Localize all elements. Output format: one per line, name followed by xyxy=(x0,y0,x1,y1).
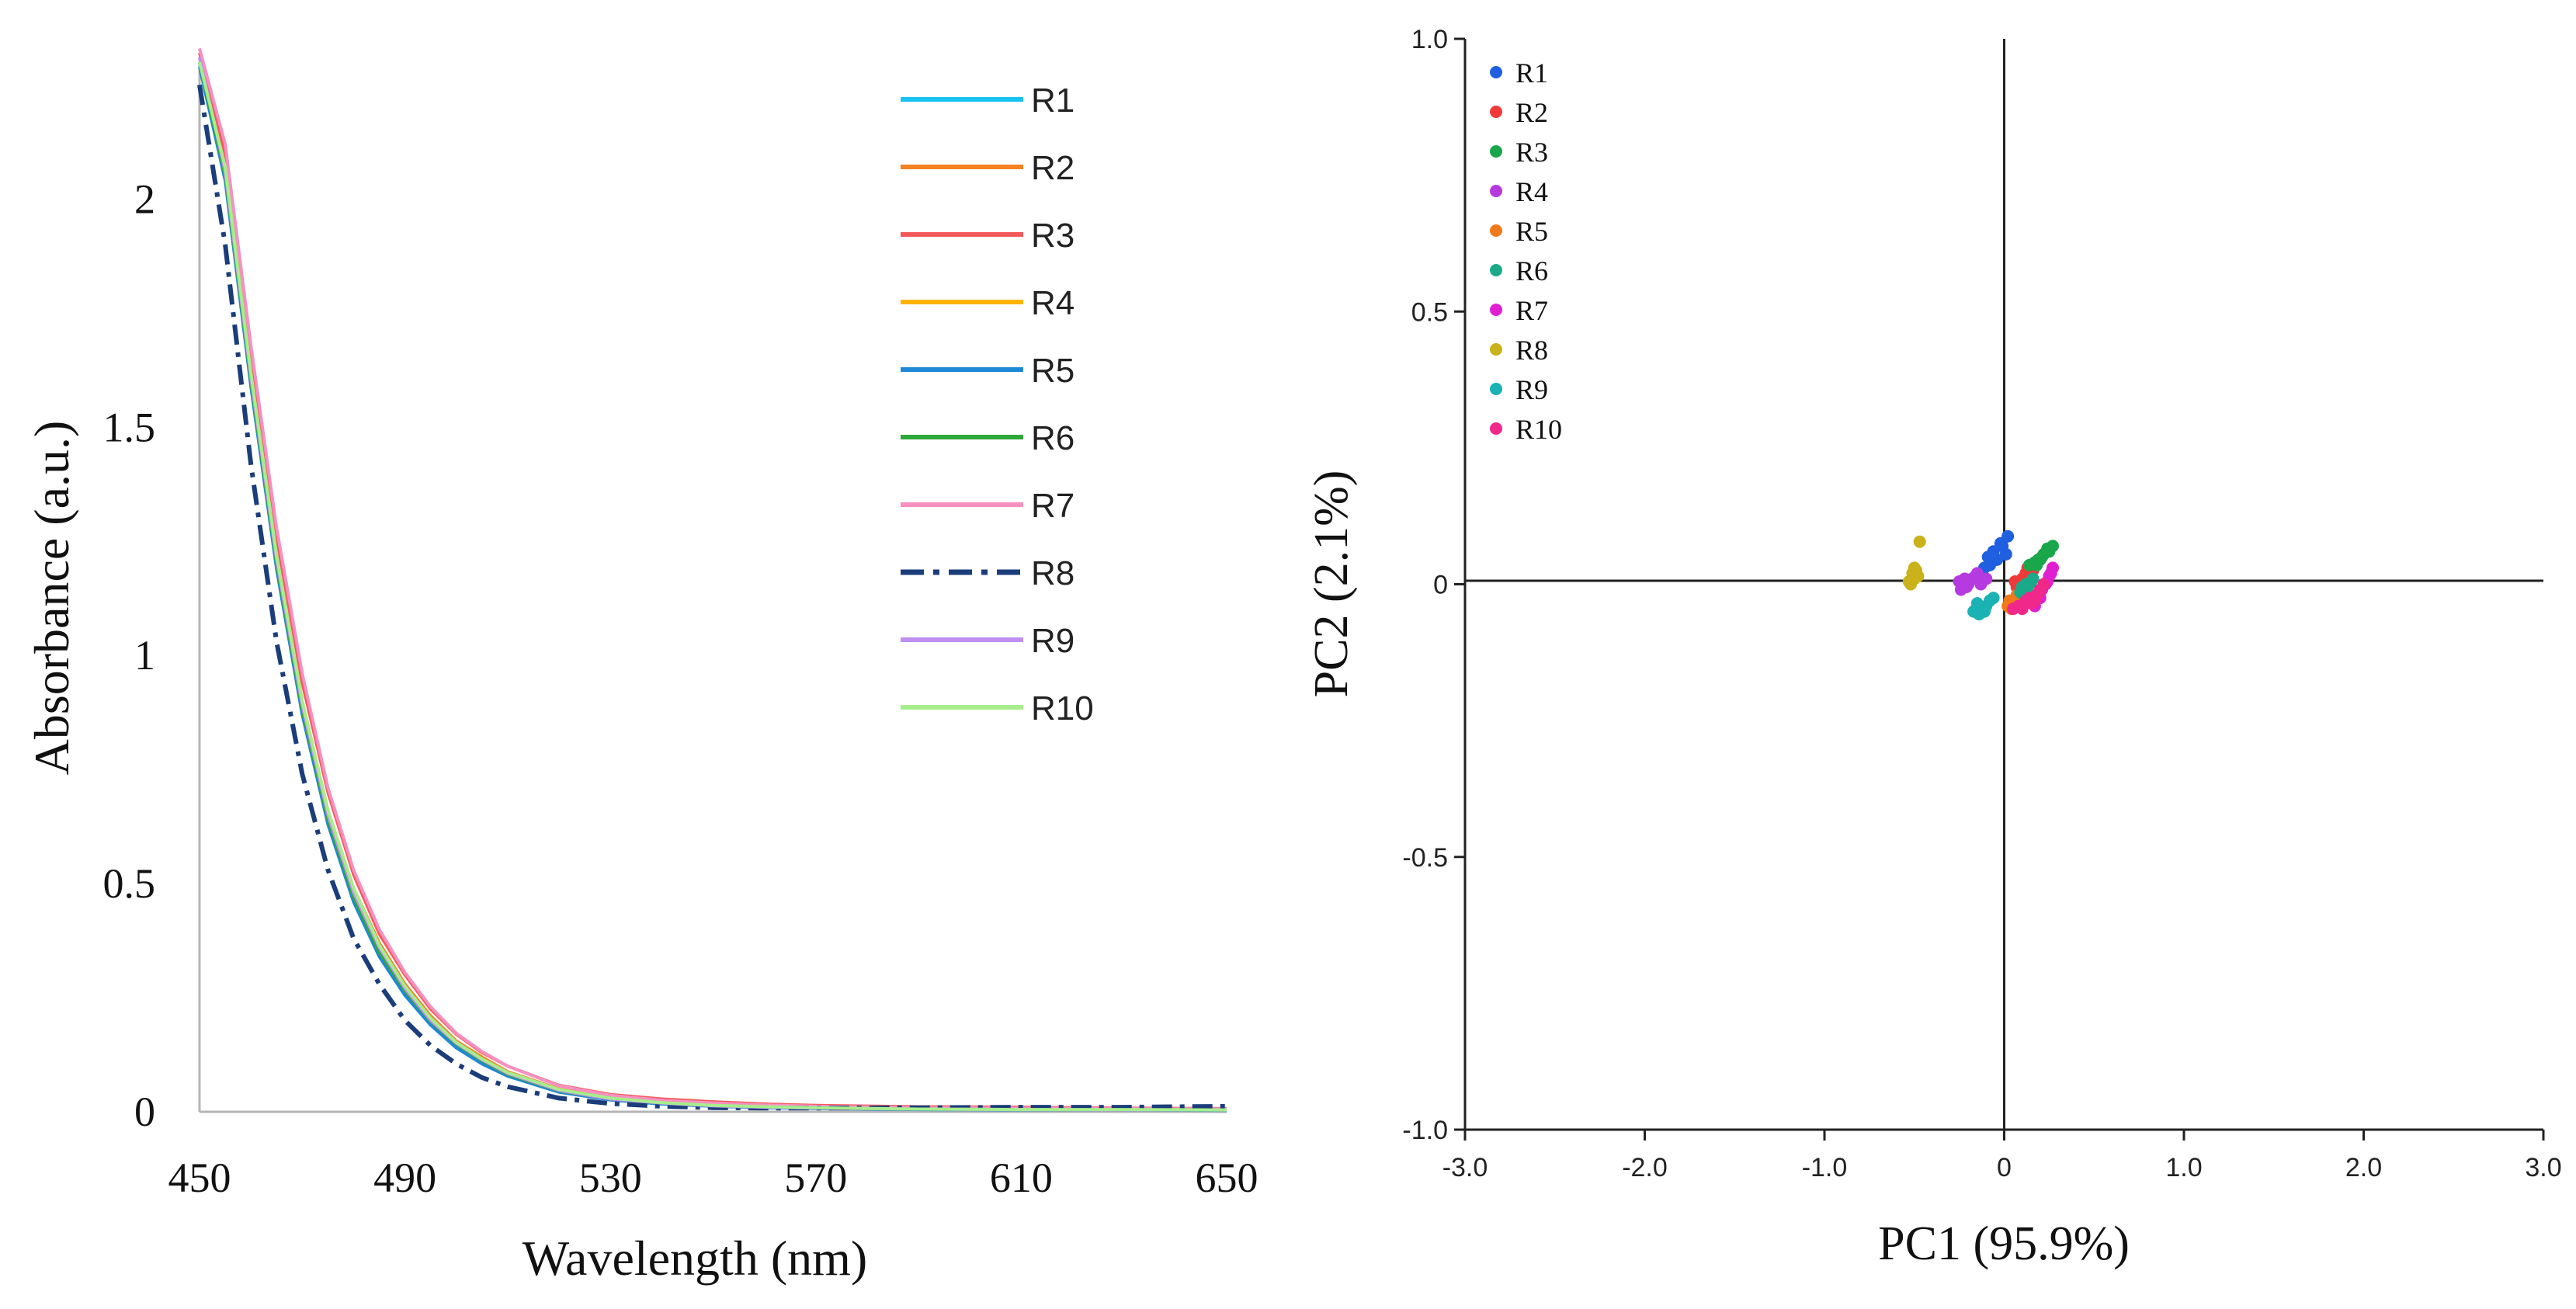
spectra-legend-label-r4: R4 xyxy=(1031,284,1074,322)
pca-point-r7 xyxy=(2044,567,2057,580)
pca-legend-label-r9: R9 xyxy=(1515,374,1548,405)
pca-x-tick-label: -2.0 xyxy=(1622,1153,1668,1182)
pca-point-r3 xyxy=(2032,553,2045,566)
pca-legend-label-r8: R8 xyxy=(1515,335,1548,366)
spectra-x-tick-label: 610 xyxy=(990,1154,1053,1201)
spectra-legend-label-r7: R7 xyxy=(1031,487,1074,525)
pca-point-r9 xyxy=(1987,592,2000,605)
spectra-y-tick-label: 1.5 xyxy=(103,404,156,450)
pca-x-tick-label: 1.0 xyxy=(2165,1153,2202,1182)
pca-y-tick-labels: -1.0 -0.5 0 0.5 1.0 xyxy=(1402,25,1448,1145)
spectra-legend-label-r2: R2 xyxy=(1031,149,1074,187)
pca-legend-marker-r7 xyxy=(1490,304,1502,316)
spectra-y-tick-label: 1 xyxy=(134,632,155,679)
pca-scatter-chart: -3.0 -2.0 -1.0 0 1.0 2.0 3.0 -1.0 -0.5 0 0.5 1.0 R… xyxy=(1305,25,2562,1270)
pca-legend-label-r5: R5 xyxy=(1515,216,1548,247)
spectra-x-tick-label: 450 xyxy=(168,1154,231,1201)
pca-point-r9 xyxy=(1970,597,1984,610)
pca-legend-label-r6: R6 xyxy=(1515,255,1548,286)
spectra-line-r10 xyxy=(198,61,1227,1112)
spectra-x-tick-label: 570 xyxy=(784,1154,847,1201)
pca-legend-marker-r5 xyxy=(1490,224,1502,237)
pca-point-r8 xyxy=(1902,575,1915,588)
spectra-y-tick-labels: 0 0.5 1 1.5 2 xyxy=(103,175,156,1135)
spectra-legend-label-r8: R8 xyxy=(1031,554,1074,592)
pca-point-r10 xyxy=(2028,594,2041,607)
pca-point-r1 xyxy=(1981,550,1994,564)
spectra-legend-label-r1: R1 xyxy=(1031,82,1074,120)
pca-point-r1 xyxy=(1999,547,2012,561)
pca-y-tick-label: 1.0 xyxy=(1411,25,1448,54)
spectra-y-tick-label: 2 xyxy=(134,175,155,222)
spectra-x-tick-label: 530 xyxy=(579,1154,642,1201)
pca-x-tick-label: -3.0 xyxy=(1442,1153,1488,1182)
pca-x-tick-label: 2.0 xyxy=(2345,1153,2382,1182)
pca-legend-marker-r4 xyxy=(1490,185,1502,197)
spectra-legend-label-r3: R3 xyxy=(1031,217,1074,255)
spectra-series-group xyxy=(197,47,1227,1113)
pca-legend-marker-r2 xyxy=(1490,106,1502,118)
pca-point-r10 xyxy=(2015,602,2029,616)
pca-point-r3 xyxy=(2041,542,2054,555)
pca-point-r8 xyxy=(1913,535,1926,548)
pca-point-r4 xyxy=(1960,581,1973,593)
pca-point-r4 xyxy=(1970,567,1984,580)
pca-legend-label-r3: R3 xyxy=(1515,137,1548,168)
spectra-legend-label-r9: R9 xyxy=(1031,622,1074,660)
pca-x-tick-label: 0 xyxy=(1997,1153,2012,1182)
pca-legend-label-r2: R2 xyxy=(1515,97,1548,128)
pca-y-axis-title: PC2 (2.1%) xyxy=(1305,470,1358,698)
pca-tick-marks xyxy=(1454,37,2545,1141)
pca-point-r8 xyxy=(1911,570,1925,582)
pca-y-tick-label: 0.5 xyxy=(1411,297,1448,327)
pca-y-tick-label: 0 xyxy=(1433,571,1448,600)
spectra-y-tick-label: 0 xyxy=(134,1089,155,1135)
spectra-x-axis-title: Wavelength (nm) xyxy=(522,1231,867,1286)
spectra-y-tick-label: 0.5 xyxy=(103,860,156,907)
spectra-y-axis-title: Absorbance (a.u.) xyxy=(24,421,79,776)
pca-legend-marker-r8 xyxy=(1490,343,1502,356)
pca-legend: R1 R2 R3 R4 R5 R6 R7 R8 R9 R10 xyxy=(1490,57,1562,445)
spectra-x-tick-labels: 450 490 530 570 610 650 xyxy=(168,1154,1258,1201)
spectra-x-tick-label: 650 xyxy=(1196,1154,1258,1201)
pca-legend-marker-r6 xyxy=(1490,264,1502,276)
pca-points-group xyxy=(1902,530,2059,621)
pca-legend-marker-r3 xyxy=(1490,145,1502,158)
pca-legend-marker-r9 xyxy=(1490,383,1502,395)
spectra-legend-label-r10: R10 xyxy=(1031,689,1094,727)
pca-y-tick-label: -1.0 xyxy=(1402,1116,1448,1145)
spectra-legend-label-r6: R6 xyxy=(1031,419,1074,457)
pca-x-axis-title: PC1 (95.9%) xyxy=(1878,1217,2130,1270)
spectra-legend-label-r5: R5 xyxy=(1031,352,1074,390)
pca-y-tick-label: -0.5 xyxy=(1402,843,1448,873)
pca-legend-marker-r10 xyxy=(1490,422,1502,435)
pca-point-r10 xyxy=(2037,578,2050,591)
spectra-x-tick-label: 490 xyxy=(373,1154,436,1201)
spectra-line-r8 xyxy=(197,84,1227,1111)
pca-legend-label-r10: R10 xyxy=(1515,414,1562,445)
pca-point-r1 xyxy=(2001,530,2015,543)
pca-legend-marker-r1 xyxy=(1490,66,1502,78)
pca-x-tick-label: 3.0 xyxy=(2525,1153,2561,1182)
pca-point-r6 xyxy=(2022,578,2036,591)
pca-point-r9 xyxy=(1978,605,1991,618)
absorbance-line-chart: 450 490 530 570 610 650 00.511.52 R1R2R3R4R5R… xyxy=(24,47,1258,1286)
pca-x-tick-label: -1.0 xyxy=(1802,1153,1848,1182)
pca-legend-label-r1: R1 xyxy=(1515,57,1548,89)
spectra-legend: R1 R2 R3 R4 R5 R6 R7 R8 R9 R10 xyxy=(901,82,1094,727)
pca-legend-label-r7: R7 xyxy=(1515,295,1548,326)
pca-legend-label-r4: R4 xyxy=(1515,176,1548,207)
pca-x-tick-labels: -3.0 -2.0 -1.0 0 1.0 2.0 3.0 xyxy=(1442,1153,2562,1182)
pca-point-r4 xyxy=(1980,572,1993,585)
